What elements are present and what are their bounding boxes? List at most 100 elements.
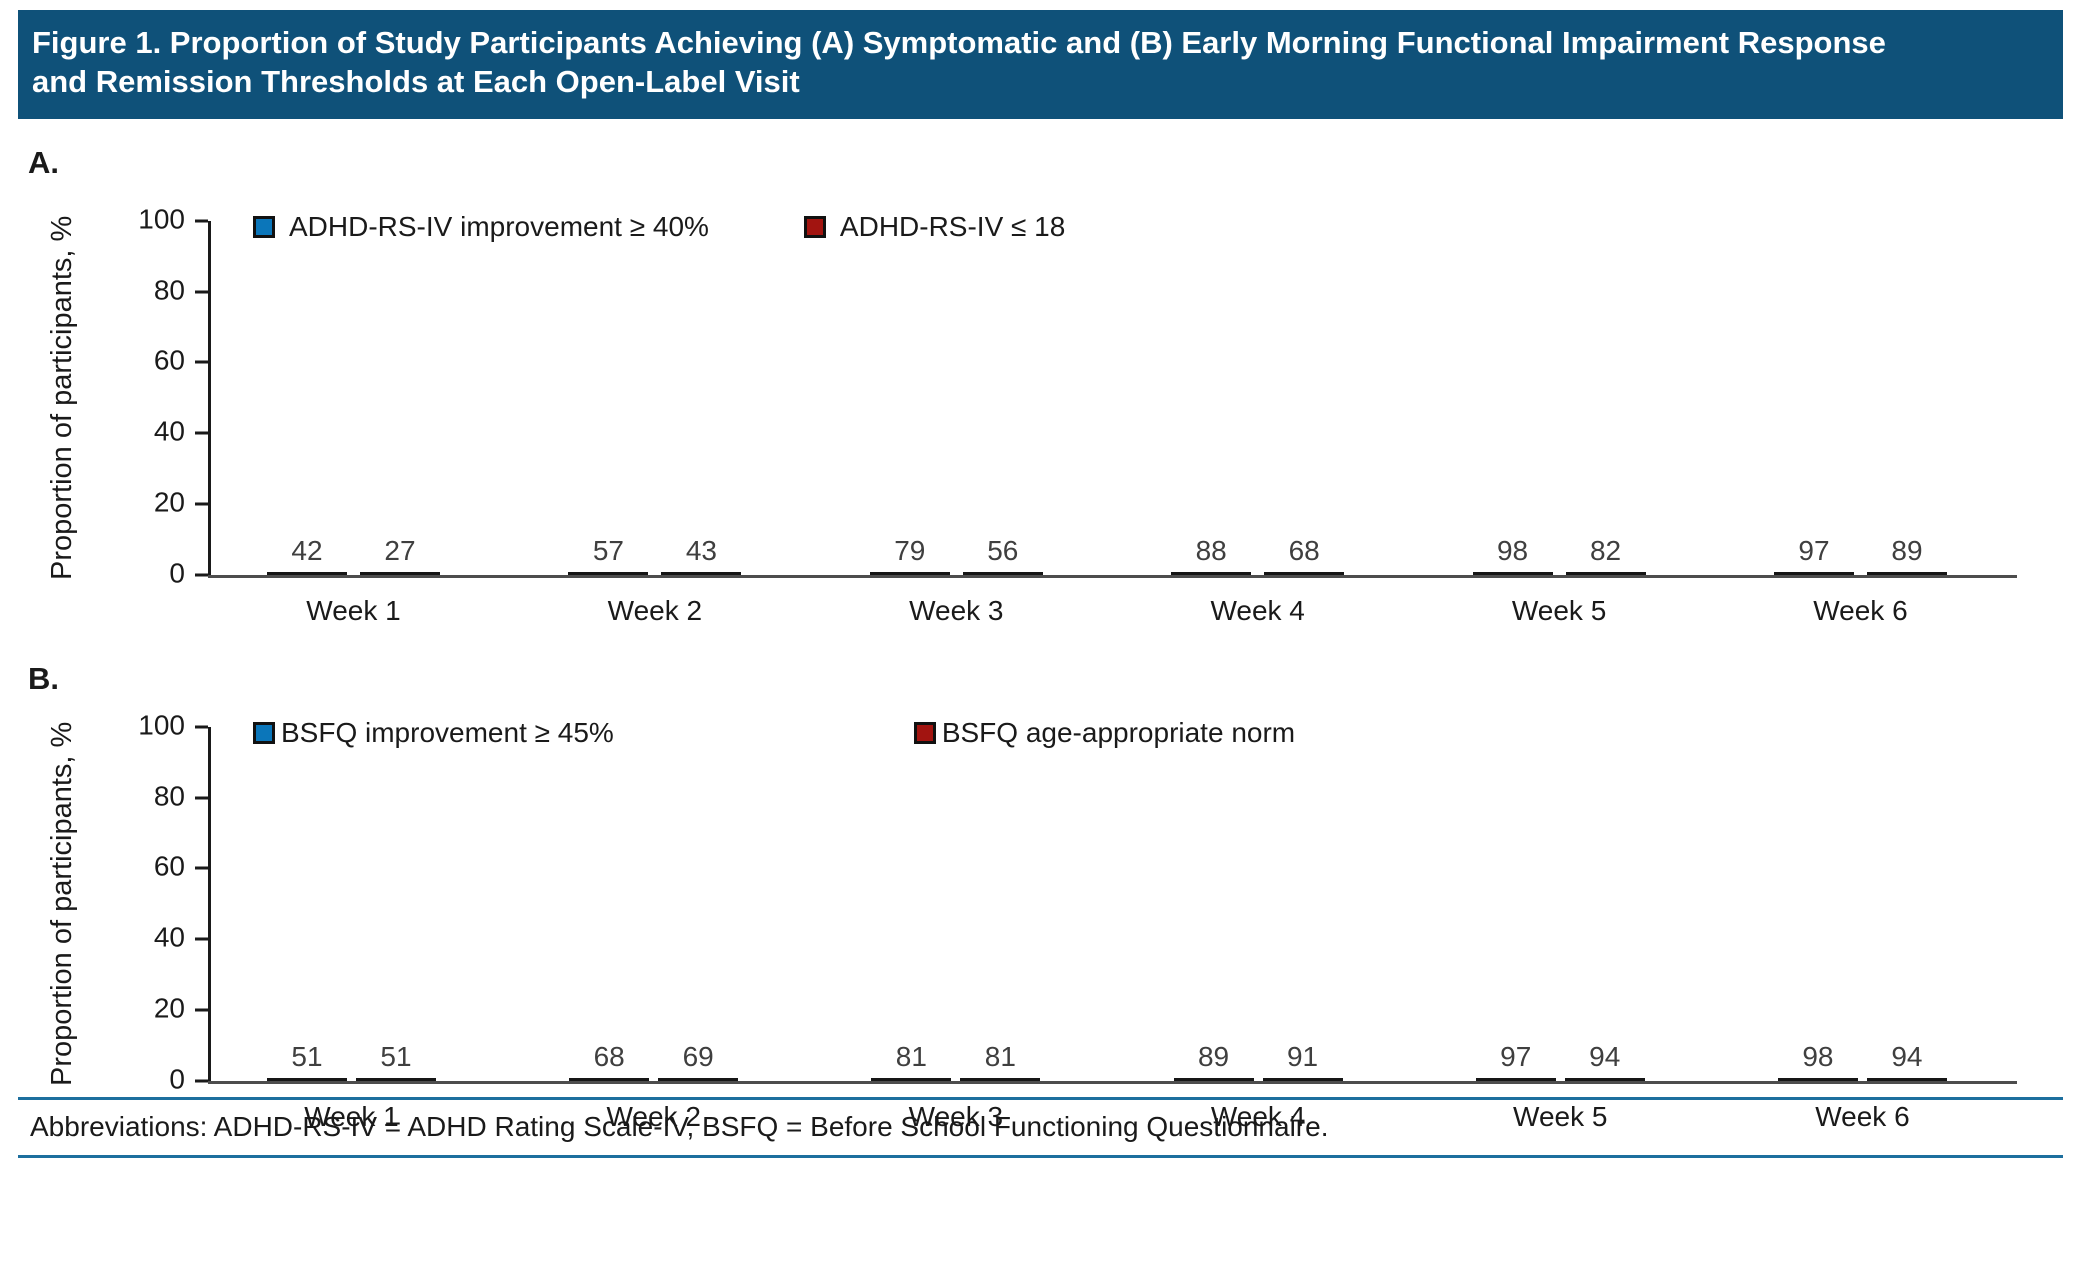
bar-group: 57 43 Week 2 <box>568 535 742 626</box>
y-tick-mark <box>195 219 208 223</box>
bar-value-label: 88 <box>1195 534 1227 566</box>
bar-value-label: 98 <box>1802 1040 1834 1072</box>
bar: 97 <box>1773 535 1854 575</box>
bar: 79 <box>869 535 950 575</box>
y-tick-mark <box>195 937 208 941</box>
y-tick-label: 80 <box>153 780 185 812</box>
x-tick-label: Week 4 <box>1210 1100 1306 1132</box>
y-tick-mark <box>195 431 208 435</box>
bar-value-label: 94 <box>1589 1040 1621 1072</box>
bar: 94 <box>1564 1041 1645 1081</box>
chart-b: Proportion of participants, % BSFQ impro… <box>46 709 2017 1132</box>
x-tick-label: Week 2 <box>607 594 703 626</box>
bar-group: 79 56 Week 3 <box>869 535 1043 626</box>
bar: 81 <box>871 1041 952 1081</box>
legend-label: BSFQ improvement ≥ 45% <box>281 716 614 748</box>
legend-swatch <box>913 721 936 744</box>
bar: 27 <box>360 535 440 575</box>
bar-value-label: 51 <box>380 1040 412 1072</box>
bar: 42 <box>267 535 347 575</box>
bar-value-label: 68 <box>1288 534 1320 566</box>
x-tick-label: Week 2 <box>606 1100 701 1132</box>
legend-item: ADHD-RS-IV ≤ 18 <box>803 211 1065 243</box>
x-tick-label: Week 1 <box>304 1100 399 1132</box>
bar-groups: 51 51 Week 1 68 69 Week 2 81 81 Week 3 89 91 Week 4… <box>211 727 2009 1132</box>
bar: 51 <box>356 1041 436 1081</box>
x-axis-line <box>208 574 2017 578</box>
chart-a: Proportion of participants, % ADHD-RS-IV… <box>46 203 2017 626</box>
bar-group: 97 94 Week 5 <box>1475 1041 1645 1132</box>
bar-value-label: 89 <box>1891 534 1923 566</box>
y-tick-label: 20 <box>153 992 185 1024</box>
bar-value-label: 43 <box>685 534 717 566</box>
abbreviations-note: Abbreviations: ADHD-RS-IV = ADHD Rating … <box>30 1110 1329 1142</box>
bar-group: 98 94 Week 6 <box>1777 1041 1947 1132</box>
bar-value-label: 69 <box>682 1040 714 1072</box>
legend-swatch <box>253 215 275 238</box>
bar-groups: 42 27 Week 1 57 43 Week 2 79 56 Week 3 88 68 Week 4… <box>211 221 2009 626</box>
x-tick-label: Week 6 <box>1815 1100 1910 1132</box>
x-tick-label: Week 6 <box>1813 594 1908 626</box>
bar: 98 <box>1777 1041 1858 1081</box>
bar-value-label: 81 <box>984 1040 1016 1072</box>
legend-item: BSFQ improvement ≥ 45% <box>253 717 614 749</box>
y-tick-mark <box>195 866 208 870</box>
bar-group: 88 68 Week 4 <box>1171 535 1345 626</box>
bar-group: 97 89 Week 6 <box>1773 535 1947 626</box>
bar: 56 <box>962 535 1043 575</box>
bar-group: 89 91 Week 4 <box>1173 1041 1343 1132</box>
legend-item: ADHD-RS-IV improvement ≥ 40% <box>253 211 709 243</box>
panel-label: B. <box>28 660 59 696</box>
y-tick-mark <box>195 360 208 364</box>
bar-value-label: 57 <box>592 534 624 566</box>
bar-value-label: 79 <box>894 534 926 566</box>
y-tick-mark <box>195 796 208 800</box>
y-tick-label: 100 <box>138 709 185 741</box>
legend-label: ADHD-RS-IV improvement ≥ 40% <box>289 210 709 242</box>
bar-group: 98 82 Week 5 <box>1472 535 1646 626</box>
x-tick-label: Week 5 <box>1511 594 1607 626</box>
bar: 43 <box>661 535 742 575</box>
bar-group: 68 69 Week 2 <box>569 1041 739 1132</box>
y-tick-mark <box>195 290 208 294</box>
y-tick-label: 60 <box>153 345 185 377</box>
y-tick-mark <box>195 502 208 506</box>
bar: 94 <box>1866 1041 1947 1081</box>
bar-value-label: 42 <box>291 534 323 566</box>
plot-area: ADHD-RS-IV improvement ≥ 40% ADHD-RS-IV ≤… <box>138 203 2017 626</box>
x-tick-label: Week 3 <box>909 594 1004 626</box>
bar-value-label: 81 <box>895 1040 927 1072</box>
bar: 57 <box>568 535 649 575</box>
bar-group: 81 81 Week 3 <box>871 1041 1041 1132</box>
bar-value-label: 97 <box>1500 1040 1532 1072</box>
legend-swatch <box>253 721 275 744</box>
bar-value-label: 97 <box>1798 534 1830 566</box>
y-tick-label: 20 <box>153 486 185 518</box>
figure-title-line2: and Remission Thresholds at Each Open-La… <box>32 64 800 100</box>
bar-value-label: 91 <box>1286 1040 1319 1072</box>
x-tick-label: Week 5 <box>1513 1100 1608 1132</box>
y-tick-label: 100 <box>138 203 185 235</box>
bar: 68 <box>1264 535 1345 575</box>
x-tick-label: Week 4 <box>1210 594 1305 626</box>
bar-value-label: 89 <box>1197 1040 1230 1072</box>
bar: 89 <box>1866 535 1947 575</box>
legend-label: BSFQ age-appropriate norm <box>941 716 1296 748</box>
legend: ADHD-RS-IV improvement ≥ 40% ADHD-RS-IV ≤… <box>253 211 1065 243</box>
x-tick-label: Week 3 <box>908 1100 1004 1132</box>
figure-title-banner: Figure 1. Proportion of Study Participan… <box>18 10 2063 119</box>
y-axis-label: Proportion of participants, % <box>46 215 78 580</box>
figure-title-line1: Figure 1. Proportion of Study Participan… <box>32 25 1886 60</box>
y-tick-mark <box>195 725 208 729</box>
bar-value-label: 82 <box>1589 534 1622 566</box>
bar: 89 <box>1173 1041 1254 1081</box>
y-tick-label: 0 <box>169 1063 185 1095</box>
legend-item: BSFQ age-appropriate norm <box>913 716 1296 749</box>
y-tick-label: 40 <box>153 921 185 953</box>
bar-group: 42 27 Week 1 <box>267 535 440 626</box>
x-axis-line <box>208 1080 2017 1084</box>
bar-value-label: 98 <box>1496 534 1529 566</box>
bar-group: 51 51 Week 1 <box>267 1041 436 1132</box>
bar: 98 <box>1472 535 1553 575</box>
bar-value-label: 94 <box>1891 1040 1923 1072</box>
